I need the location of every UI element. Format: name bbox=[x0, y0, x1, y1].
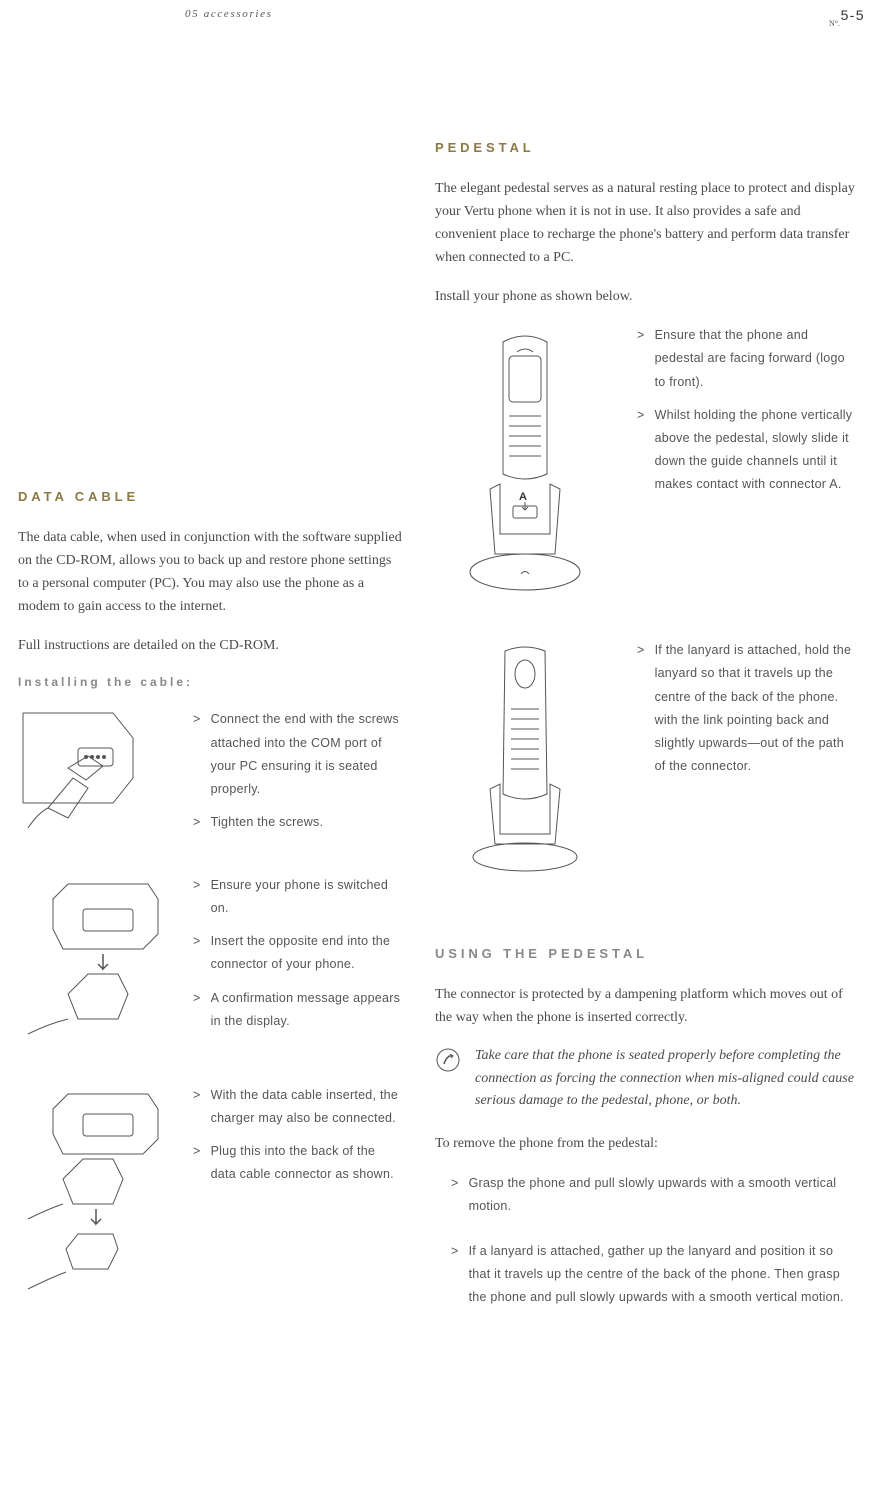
pedestal-bullet: >Ensure that the phone and pedestal are … bbox=[637, 324, 855, 393]
bullet-text: Grasp the phone and pull slowly upwards … bbox=[469, 1172, 855, 1218]
header-chapter: 05 accessories bbox=[185, 6, 273, 24]
section-pedestal: PEDESTAL bbox=[435, 138, 855, 159]
charger-connector-diagram bbox=[18, 1084, 188, 1304]
bullet-text: With the data cable inserted, the charge… bbox=[211, 1084, 403, 1130]
bullet-text: Tighten the screws. bbox=[211, 811, 324, 834]
using-pedestal-intro: The connector is protected by a dampenin… bbox=[435, 983, 855, 1029]
data-cable-intro: The data cable, when used in conjunction… bbox=[18, 526, 403, 618]
pedestal-step-1: A >Ensure that the phone and pedestal ar… bbox=[435, 324, 855, 614]
install-bullet: >Ensure your phone is switched on. bbox=[193, 874, 403, 920]
warning-note: Take care that the phone is seated prope… bbox=[435, 1045, 855, 1112]
remove-phone-heading: To remove the phone from the pedestal: bbox=[435, 1132, 855, 1155]
data-cable-cdrom: Full instructions are detailed on the CD… bbox=[18, 634, 403, 657]
section-data-cable: DATA CABLE bbox=[18, 487, 403, 508]
bullet-text: If a lanyard is attached, gather up the … bbox=[469, 1240, 855, 1309]
pedestal-install-note: Install your phone as shown below. bbox=[435, 285, 855, 308]
install-bullet: >A confirmation message appears in the d… bbox=[193, 987, 403, 1033]
remove-bullet: >Grasp the phone and pull slowly upwards… bbox=[435, 1172, 855, 1218]
installing-cable-heading: Installing the cable: bbox=[18, 673, 403, 692]
bullet-text: Insert the opposite end into the connect… bbox=[211, 930, 403, 976]
pedestal-bullet: >Whilst holding the phone vertically abo… bbox=[637, 404, 855, 497]
install-bullet: >Plug this into the back of the data cab… bbox=[193, 1140, 403, 1186]
bullet-text: Connect the end with the screws attached… bbox=[211, 708, 403, 801]
install-bullet: >Connect the end with the screws attache… bbox=[193, 708, 403, 801]
bullet-text: A confirmation message appears in the di… bbox=[211, 987, 403, 1033]
bullet-text: If the lanyard is attached, hold the lan… bbox=[655, 639, 855, 778]
right-column: PEDESTAL The elegant pedestal serves as … bbox=[435, 138, 855, 1331]
svg-text:A: A bbox=[519, 491, 527, 503]
section-using-pedestal: USING THE PEDESTAL bbox=[435, 944, 855, 965]
install-step-3: >With the data cable inserted, the charg… bbox=[18, 1084, 403, 1304]
page-number-label: N°. bbox=[829, 18, 840, 31]
phone-connector-diagram bbox=[18, 874, 188, 1054]
caution-icon bbox=[435, 1045, 465, 1081]
install-bullet: >Insert the opposite end into the connec… bbox=[193, 930, 403, 976]
install-step-1: >Connect the end with the screws attache… bbox=[18, 708, 403, 844]
remove-steps: >Grasp the phone and pull slowly upwards… bbox=[435, 1172, 855, 1310]
pedestal-intro: The elegant pedestal serves as a natural… bbox=[435, 177, 855, 269]
bullet-text: Plug this into the back of the data cabl… bbox=[211, 1140, 403, 1186]
com-port-diagram bbox=[18, 708, 188, 838]
install-bullet: >With the data cable inserted, the charg… bbox=[193, 1084, 403, 1130]
pedestal-step-2: >If the lanyard is attached, hold the la… bbox=[435, 639, 855, 879]
pedestal-back-diagram bbox=[435, 639, 625, 879]
install-bullet: >Tighten the screws. bbox=[193, 811, 403, 834]
remove-bullet: >If a lanyard is attached, gather up the… bbox=[435, 1240, 855, 1309]
pedestal-front-diagram: A bbox=[435, 324, 625, 614]
bullet-text: Ensure that the phone and pedestal are f… bbox=[655, 324, 855, 393]
page-number: 5-5 bbox=[841, 4, 865, 26]
install-step-2: >Ensure your phone is switched on. >Inse… bbox=[18, 874, 403, 1054]
pedestal-bullet: >If the lanyard is attached, hold the la… bbox=[637, 639, 855, 778]
warning-text: Take care that the phone is seated prope… bbox=[465, 1045, 855, 1112]
bullet-text: Whilst holding the phone vertically abov… bbox=[655, 404, 855, 497]
bullet-text: Ensure your phone is switched on. bbox=[211, 874, 403, 920]
left-column: DATA CABLE The data cable, when used in … bbox=[18, 487, 403, 1334]
